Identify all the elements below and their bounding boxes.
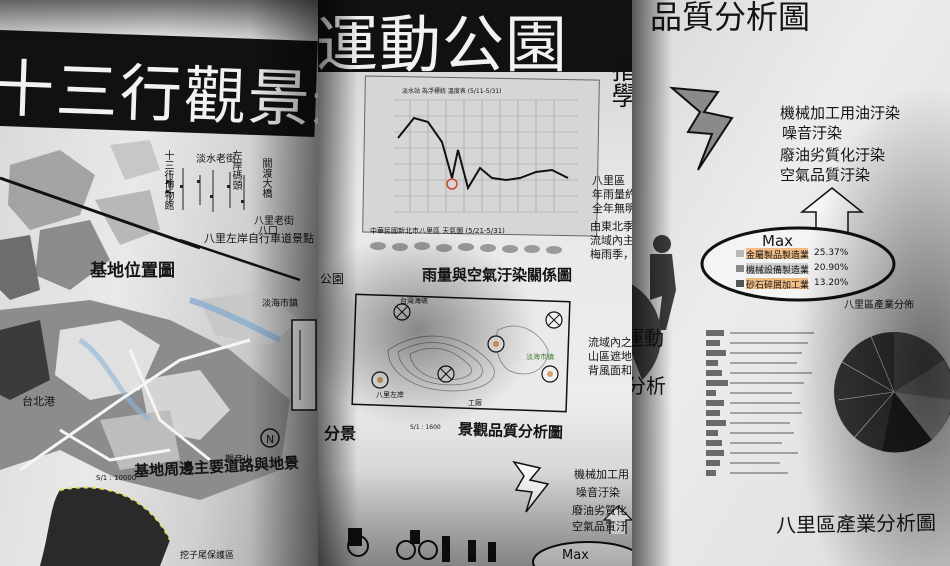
poster-photo-left: 十三行觀景運 [0,0,318,566]
side-label-view: 分景 [324,424,357,443]
map-title-landscape: 景觀品質分析圖 [457,420,564,442]
max-item-1-label: 金屬製品製造業 [746,251,810,261]
map-label-tamsui: 淡海市鎮 [526,353,554,361]
label-guandu: 關渡大橋 [260,158,271,198]
small-text-3: 廢油劣質化 [572,504,627,517]
max-item-3-label: 砂石碎屑加工業 [746,281,810,291]
chart-title: 雨量與空氣汙染關係圖 [422,266,573,284]
text-basin2: 流域內之 [588,336,632,349]
map-title-site: 基地位置圖 [90,261,175,281]
map-label-strait: 台灣海峽 [400,297,428,305]
svg-text:N: N [266,433,274,446]
max-item-2-value: 20.90% [814,263,849,273]
banner-center: 運動公園 [318,0,632,81]
text-year: 全年無明 [592,202,632,215]
pollution-2: 噪音汙染 [782,124,843,142]
map-label-bali: 八里左岸 [376,391,404,399]
max-item-1-value: 25.37% [814,248,849,258]
text-plum: 梅雨季， [590,248,632,261]
scale-text-left: S/1 : 10000 [96,474,137,482]
title-top-right: 品質分析圖 [650,0,811,36]
pollution-4: 空氣品質汙染 [780,166,871,184]
chart-caption: 淡水站 為浮標統 溫度表 (5/11-5/31) [402,88,502,95]
small-text-4: 空氣品質汙 [572,520,627,533]
pollution-3: 廢油劣質化汙染 [780,146,886,164]
text-mountain: 山區遮地 [588,350,632,363]
scale-center: S/1 : 1600 [410,424,441,431]
label-taipei-port: 台北港 [22,395,55,408]
weather-caption: 中華民國新北市八里區 天氣圖 (5/21-5/31) [370,227,505,235]
label-tamsui-old: 淡水老街 [196,154,236,165]
text-leeward: 背風面和 [588,364,632,377]
max-item-2-label: 機械設備製造業 [746,266,810,276]
label-guanyin: 觀音山 [225,455,253,465]
poster-photo-center: 運動公園 指學 淡水站 為浮標統 溫度表 (5/11-5/31) 中華民國新北市… [318,0,632,566]
max-label-center: Max [562,548,589,563]
banner-center-text: 運動公園 [318,8,569,81]
section-title-right: 八里區產業分析圖 [775,510,937,538]
map-label-factory: 工廠 [468,399,482,407]
label-shisanhang: 十三行博物館 [162,150,173,210]
rainfall-chart [362,75,600,254]
small-text-1: 機械加工用 [574,468,629,481]
banner-side-text: 指學 [607,56,632,108]
site-location-map: N [0,140,317,566]
label-bali-old: 八里老街 [254,216,294,227]
poster-photo-right: 品質分析圖 [632,0,950,566]
label-zuoan: 左岸碼頭 [230,150,241,190]
label-reserve: 挖子尾保護區 [180,551,235,561]
side-label-park: 公園 [320,272,345,286]
text-basin: 流域內主 [590,234,632,247]
landscape-quality-map [347,293,632,566]
label-huakou: 八口 [258,226,278,237]
text-dongbei: 由東北季 [590,220,632,233]
side-text-sport: 運動 [632,326,664,350]
small-text-2: 噪音汙染 [576,486,620,499]
max-item-3-value: 13.20% [814,278,849,288]
text-rain: 年雨量約 [592,188,632,201]
label-bali-bike: 八里左岸自行車道景點 [204,232,314,245]
pollution-1: 機械加工用油汙染 [780,104,901,122]
pie-title: 八里區產業分佈 [844,300,914,311]
label-tamsui: 淡海市鎮 [262,299,299,309]
text-bali: 八里區 [592,174,625,187]
side-text-analysis: 分析 [632,374,666,398]
